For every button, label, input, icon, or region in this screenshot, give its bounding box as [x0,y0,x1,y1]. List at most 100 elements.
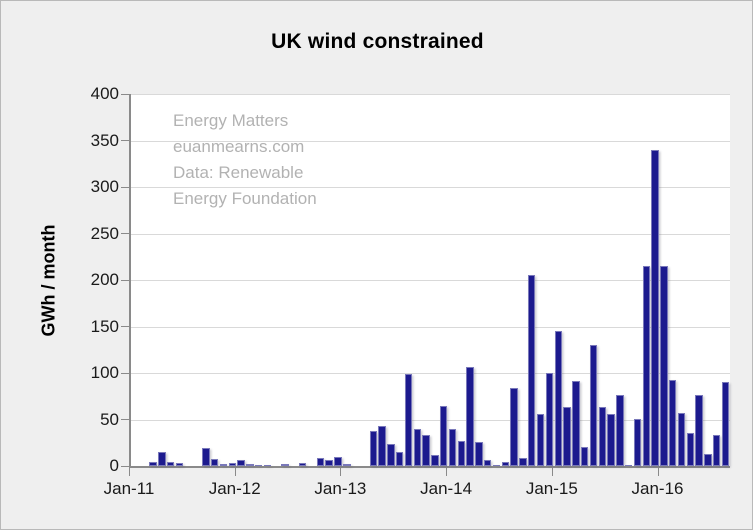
bar [475,441,483,466]
watermark-line: Energy Foundation [173,189,317,208]
bar [387,443,395,466]
y-tick-label: 400 [90,84,119,103]
bar [413,428,421,466]
y-tick-mark [121,465,129,467]
bar [343,464,351,466]
bar [210,458,219,466]
bar [677,413,686,466]
bar [395,452,404,466]
gridline [131,280,730,281]
bar [237,460,245,466]
bar [660,266,668,466]
bar [686,433,695,466]
y-tick-mark [121,372,129,374]
bar [598,407,606,466]
x-tick-label: Jan-11 [103,479,155,498]
y-tick-mark [121,326,129,327]
bar [572,381,580,466]
bar [607,413,615,466]
y-tick-label: 0 [109,456,119,475]
y-tick-mark [121,279,129,281]
x-tick-label: Jan-12 [208,479,261,498]
gridline [131,140,730,142]
bar [536,413,545,466]
bar [616,395,624,466]
y-tick-label: 100 [90,363,119,382]
bar [246,464,254,466]
bar [651,149,659,466]
x-tick-label: Jan-13 [314,479,367,498]
bar [369,430,377,466]
gridline [131,373,730,374]
bar [624,465,633,466]
bar [158,452,166,466]
watermark-line: Energy Matters [173,111,289,130]
bar [166,462,175,466]
bar [519,457,527,466]
bar [580,447,589,466]
y-tick-label: 200 [90,270,119,289]
y-tick-label: 150 [90,316,119,336]
bar [281,464,289,466]
bar [404,373,413,466]
bar [228,463,236,466]
x-tick-mark [129,468,130,476]
y-tick-mark [121,140,129,141]
gridline [131,419,730,421]
watermark: Energy Matters euanmearns.com Data: Rene… [173,108,317,212]
y-tick-mark [121,93,129,95]
bar [510,387,518,466]
y-tick-label: 250 [90,223,119,243]
y-tick-mark [121,419,129,420]
bar [501,462,510,466]
bar [440,405,448,466]
gridline [131,94,730,95]
bar [325,459,333,466]
bar [721,382,730,466]
bar [563,407,571,466]
bar [466,366,474,466]
bar [695,395,703,466]
bar [219,464,228,466]
bar [149,462,157,466]
x-tick-mark [234,468,236,476]
bar [334,456,342,466]
x-tick-label: Jan-15 [525,479,578,498]
bar [545,373,554,466]
y-tick-label: 50 [100,409,119,429]
bar [263,465,272,466]
gridline [131,233,730,235]
gridline [131,187,730,188]
y-tick-label: 300 [90,177,119,196]
bar [713,435,721,466]
gridline [131,326,730,328]
bar [554,331,562,466]
bar [457,440,466,466]
chart-title: UK wind constrained [271,30,484,53]
y-tick-label: 350 [90,130,119,150]
bar [316,457,325,466]
bar [175,463,184,466]
x-tick-mark [551,468,553,476]
bar [704,453,712,466]
bar [492,465,501,466]
watermark-line: euanmearns.com [173,137,305,156]
bar [299,463,307,466]
bar [378,426,386,466]
y-tick-mark [121,186,129,188]
bar [431,454,439,466]
x-tick-label: Jan-16 [631,479,684,498]
x-tick-mark [340,468,342,476]
bar [669,379,677,466]
plot-area [129,94,730,468]
bar [448,428,457,466]
bar [484,460,492,466]
bar [589,345,598,466]
x-tick-label: Jan-14 [420,479,473,498]
x-tick-mark [446,468,448,476]
bar [633,418,642,466]
bar [202,448,210,466]
bar [422,435,430,466]
bar [255,465,263,466]
